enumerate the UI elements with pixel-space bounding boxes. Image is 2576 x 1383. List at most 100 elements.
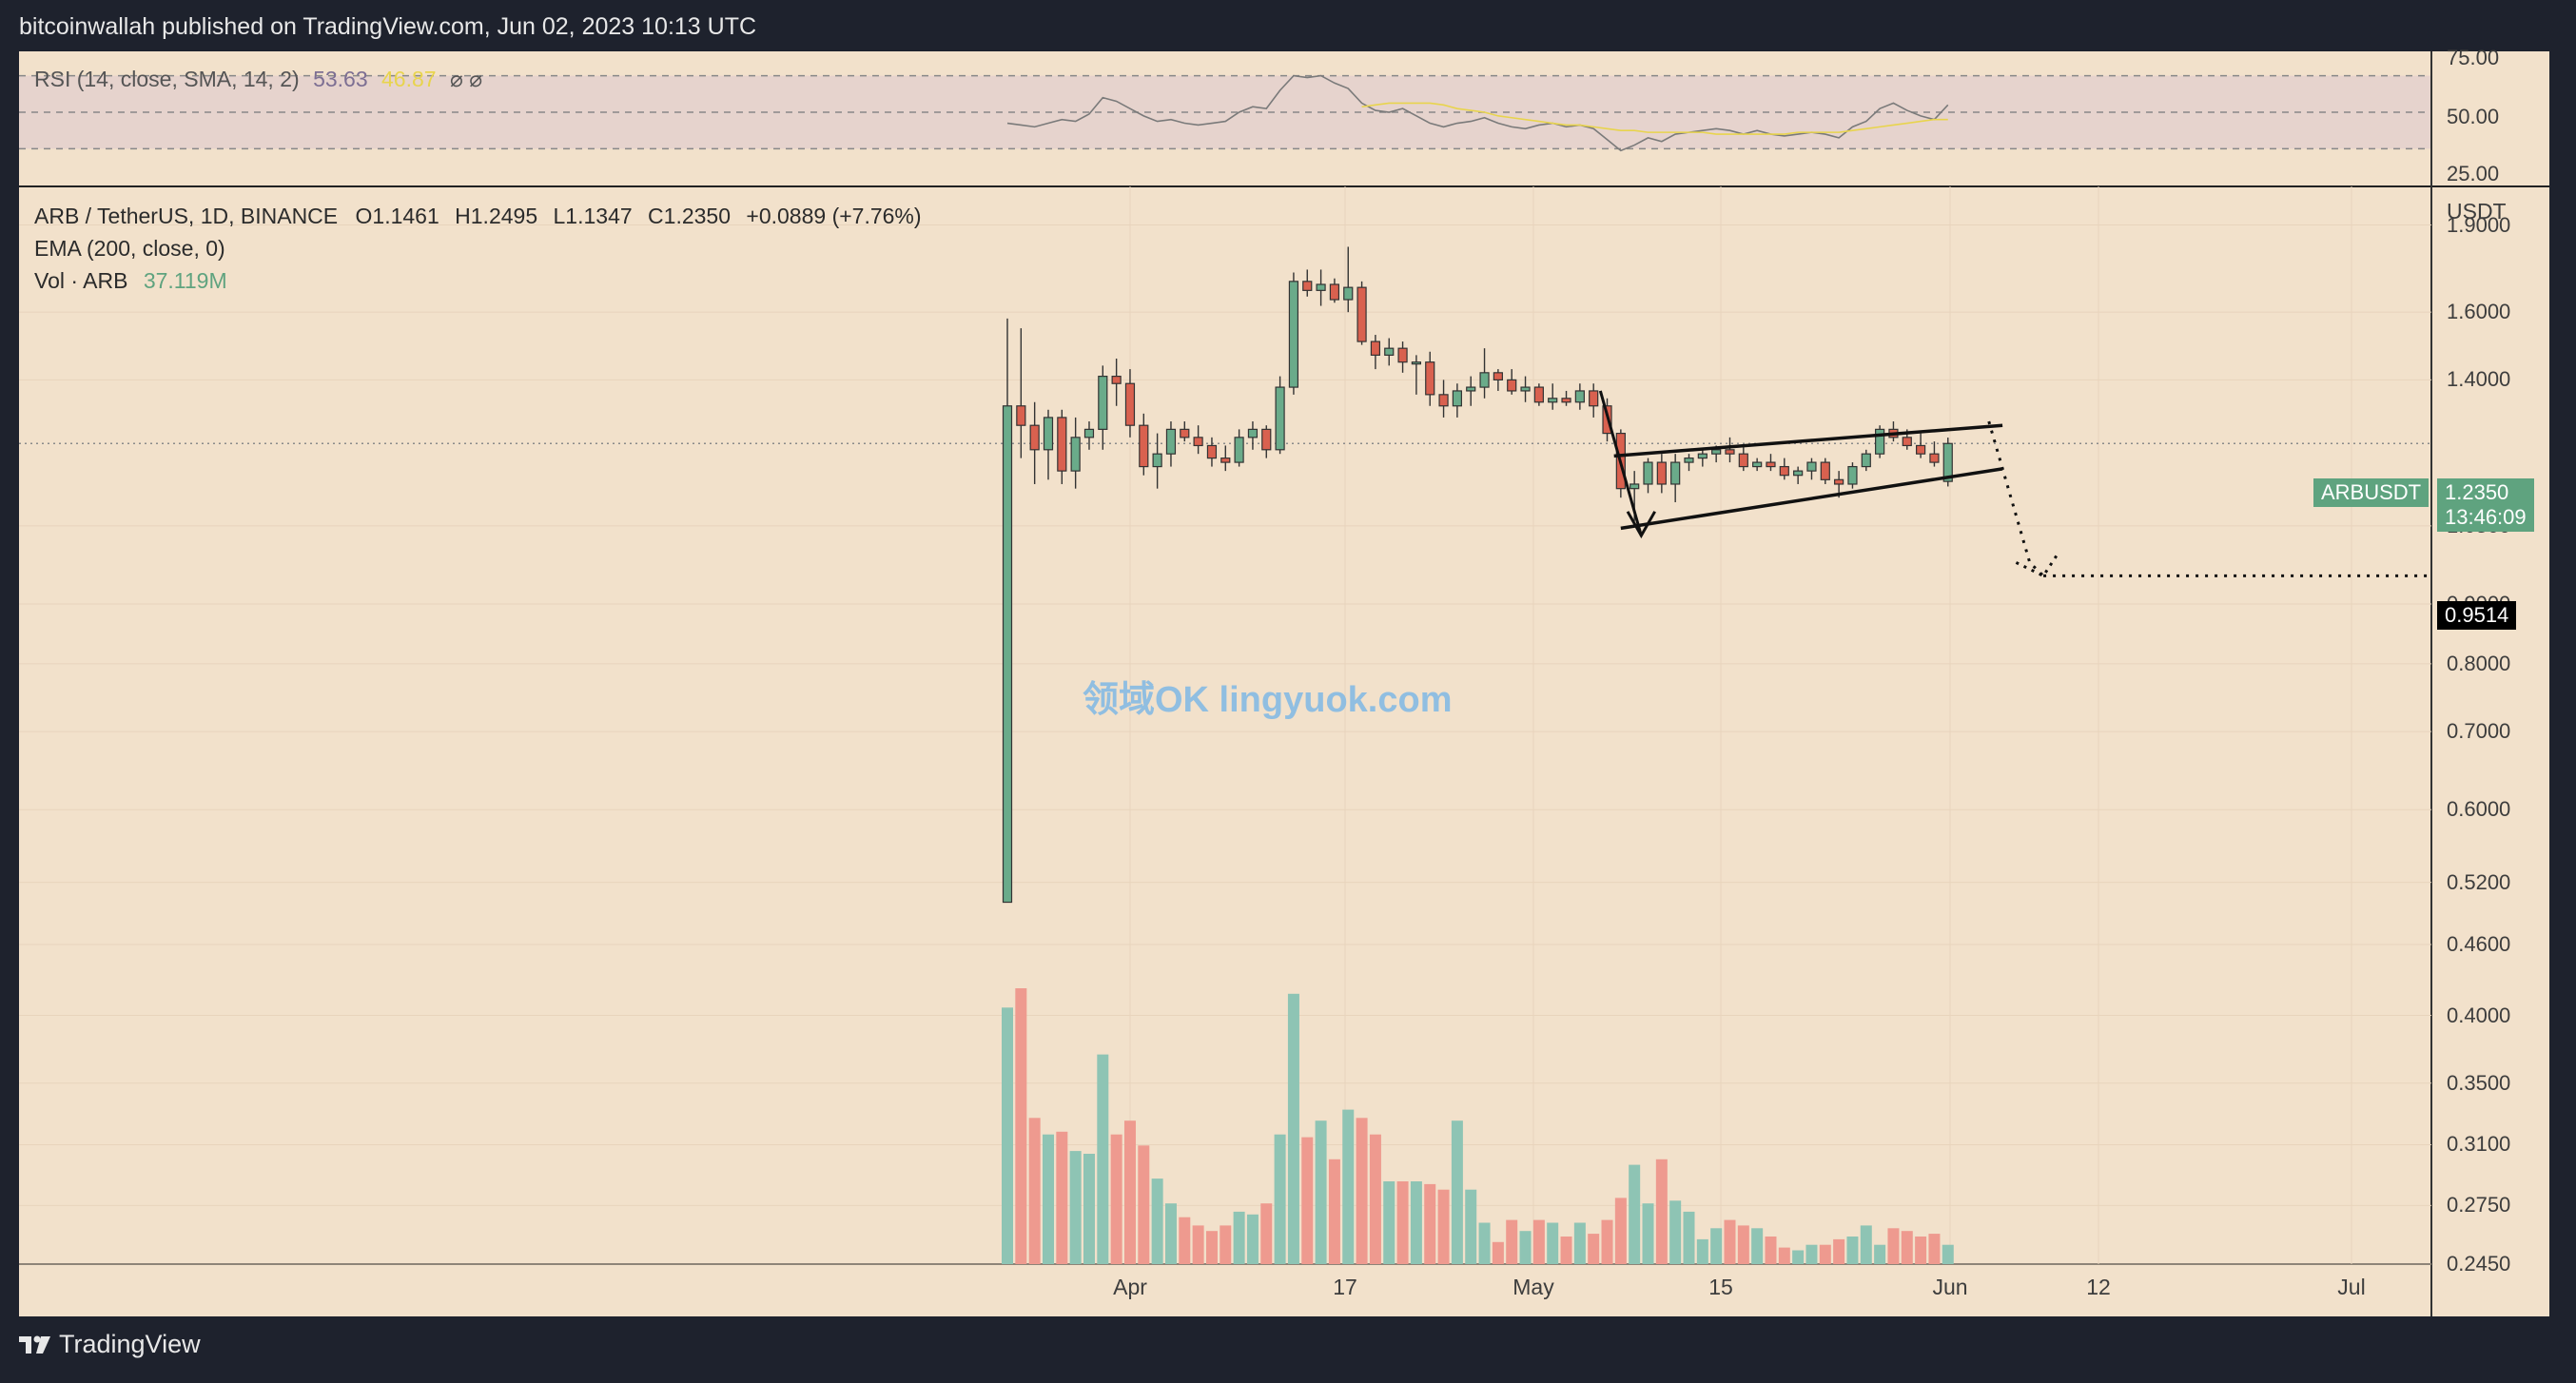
price-axis-tick: 1.4000 bbox=[2447, 367, 2511, 392]
candle-body bbox=[1533, 386, 1544, 403]
time-axis-tick: 12 bbox=[2086, 1275, 2111, 1299]
volume-bar bbox=[1696, 1238, 1708, 1264]
volume-bar bbox=[1138, 1145, 1150, 1264]
candle-body bbox=[1220, 458, 1231, 463]
volume-bar bbox=[1588, 1234, 1600, 1264]
rsi-pane bbox=[19, 74, 2549, 187]
volume-bar bbox=[1274, 1134, 1286, 1264]
time-axis-tick: Jul bbox=[2337, 1275, 2366, 1299]
candle-body bbox=[1111, 376, 1122, 384]
ema-legend[interactable]: EMA (200, close, 0) bbox=[34, 236, 225, 261]
candle-body bbox=[1261, 428, 1272, 451]
volume-bar bbox=[1301, 1137, 1314, 1264]
candle-body bbox=[1725, 449, 1735, 455]
candle-body bbox=[1820, 461, 1830, 480]
volume-bar bbox=[1383, 1181, 1395, 1264]
volume-bar bbox=[1042, 1134, 1054, 1264]
volume-legend-label: Vol · ARB bbox=[34, 268, 128, 293]
volume-bar bbox=[1424, 1183, 1436, 1264]
volume-bar bbox=[1751, 1228, 1764, 1264]
candle-body bbox=[1180, 428, 1190, 438]
chart-frame: RSI (14, close, SMA, 14, 2) 53.63 46.87 … bbox=[19, 46, 2549, 1316]
candle-body bbox=[1329, 283, 1340, 301]
price-axis-tick: 1.9000 bbox=[2447, 212, 2511, 237]
volume-bar bbox=[1410, 1181, 1422, 1264]
volume-bar bbox=[1069, 1151, 1082, 1264]
volume-bar bbox=[1846, 1237, 1859, 1264]
volume-bar bbox=[1151, 1178, 1163, 1264]
price-axis-tick: 0.4000 bbox=[2447, 1003, 2511, 1027]
currency-label[interactable]: USDT bbox=[2447, 199, 2507, 224]
candle-body bbox=[1929, 453, 1940, 463]
candle-body bbox=[1098, 376, 1108, 430]
main-legend[interactable]: ARB / TetherUS, 1D, BINANCE O1.1461 H1.2… bbox=[34, 204, 922, 229]
candle-body bbox=[1029, 424, 1040, 451]
candle-body bbox=[1643, 461, 1653, 485]
rsi-legend[interactable]: RSI (14, close, SMA, 14, 2) 53.63 46.87 … bbox=[34, 67, 482, 92]
volume-bar bbox=[1451, 1120, 1463, 1264]
candle-body bbox=[1916, 444, 1926, 455]
volume-bar bbox=[1655, 1159, 1668, 1264]
footer-branding[interactable]: TradingView bbox=[19, 1330, 201, 1359]
watermark: 领域OK lingyuok.com bbox=[1083, 680, 1453, 720]
volume-bar bbox=[1506, 1219, 1518, 1264]
candle-body bbox=[1083, 428, 1095, 438]
candle-body bbox=[1356, 286, 1367, 342]
time-axis-tick: Jun bbox=[1932, 1275, 1968, 1299]
candle-body bbox=[1452, 390, 1462, 407]
candle-body bbox=[1139, 424, 1149, 468]
footer-brand: TradingView bbox=[59, 1330, 201, 1358]
volume-bar bbox=[1765, 1237, 1777, 1264]
rsi-sma-line bbox=[1361, 102, 1948, 135]
candle-body bbox=[1152, 453, 1162, 468]
candle-body bbox=[1288, 281, 1299, 388]
candle-body bbox=[1206, 444, 1218, 459]
candle-body bbox=[1574, 390, 1585, 403]
price-axis-tick: 0.3500 bbox=[2447, 1070, 2511, 1095]
candle-body bbox=[1043, 417, 1054, 451]
candle-body bbox=[1165, 428, 1177, 455]
volume-bar bbox=[1887, 1228, 1900, 1264]
publish-info: bitcoinwallah published on TradingView.c… bbox=[19, 13, 757, 40]
last-price-tag: 1.2350 13:46:09 bbox=[2437, 478, 2534, 532]
candle-body bbox=[1766, 461, 1776, 468]
candle-body bbox=[1466, 386, 1476, 392]
volume-bar bbox=[1369, 1134, 1381, 1264]
volume-bar bbox=[1669, 1200, 1682, 1264]
price-axis-tick: 0.2450 bbox=[2447, 1252, 2511, 1276]
volume-bar bbox=[1179, 1217, 1191, 1264]
projection-arrowhead bbox=[2015, 554, 2059, 578]
volume-bar bbox=[1928, 1234, 1941, 1264]
candle-body bbox=[1861, 453, 1871, 468]
volume-bar bbox=[1819, 1244, 1831, 1264]
ohlc-open: O1.1461 bbox=[355, 204, 439, 228]
volume-bar bbox=[1478, 1222, 1491, 1264]
candle-body bbox=[1847, 465, 1858, 485]
candle-body bbox=[1070, 437, 1081, 472]
volume-bar bbox=[1015, 988, 1027, 1264]
rsi-legend-icons[interactable]: ⌀ ⌀ bbox=[449, 67, 483, 91]
price-axis-tick: 1.6000 bbox=[2447, 300, 2511, 324]
volume-bar bbox=[1805, 1244, 1818, 1264]
price-axis-tick: 0.5200 bbox=[2447, 869, 2511, 894]
volume-legend[interactable]: Vol · ARB 37.119M bbox=[34, 268, 227, 294]
flag-channel-line bbox=[1620, 467, 2003, 531]
symbol-info[interactable]: ARB / TetherUS, 1D, BINANCE bbox=[34, 204, 339, 228]
volume-bar bbox=[1205, 1231, 1218, 1264]
volume-bar bbox=[1437, 1189, 1450, 1264]
volume-bar bbox=[1833, 1238, 1845, 1264]
chart-canvas bbox=[19, 51, 2549, 1316]
volume-bar bbox=[1164, 1203, 1177, 1264]
rsi-legend-value: 53.63 bbox=[313, 67, 368, 91]
candle-body bbox=[1316, 283, 1326, 291]
volume-legend-value: 37.119M bbox=[143, 268, 227, 293]
price-axis-tick: 0.4600 bbox=[2447, 932, 2511, 956]
volume-bar bbox=[1724, 1219, 1736, 1264]
volume-bar bbox=[1083, 1154, 1095, 1264]
bar-countdown: 13:46:09 bbox=[2445, 505, 2527, 529]
volume-bar bbox=[1792, 1250, 1805, 1264]
candle-body bbox=[1397, 347, 1408, 363]
volume-bar bbox=[1860, 1225, 1872, 1264]
candle-body bbox=[1384, 347, 1395, 356]
price-axis-tick: 0.2750 bbox=[2447, 1193, 2511, 1217]
